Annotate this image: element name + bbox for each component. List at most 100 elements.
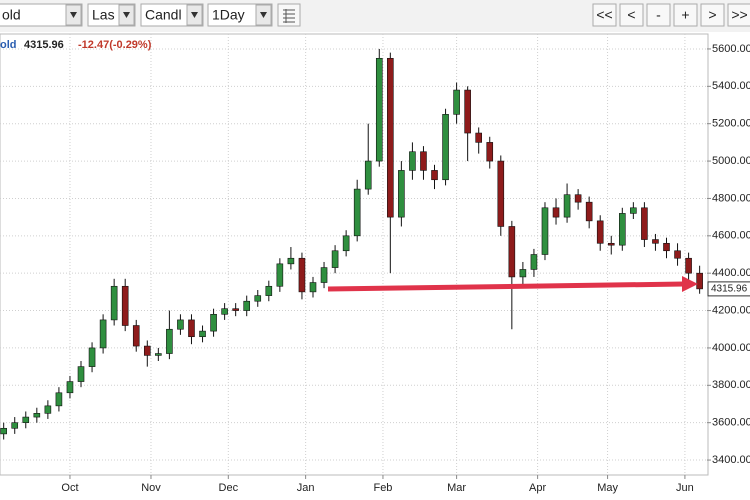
candle-body	[541, 207, 549, 255]
candle-body	[265, 285, 273, 296]
table-button[interactable]	[277, 3, 301, 27]
button-label: +	[681, 7, 689, 23]
last-price-box	[707, 281, 750, 297]
candle-body	[287, 257, 295, 265]
period-select[interactable]: 1Day	[207, 3, 273, 27]
candle-body	[596, 220, 604, 244]
last-price-label: 4315.96	[711, 284, 748, 295]
candle-body	[663, 242, 670, 252]
candle-body	[99, 319, 107, 349]
candle-body	[132, 325, 140, 347]
button-frame	[700, 3, 725, 27]
candle-body	[331, 250, 339, 268]
candle-body	[619, 213, 626, 246]
x-tick-label: Mar	[447, 482, 466, 494]
nav-button[interactable]: >>	[727, 3, 750, 27]
candle-body	[375, 57, 383, 162]
candle-body	[585, 201, 593, 222]
candle-body	[464, 89, 471, 134]
y-tick-label: 3400.00	[712, 454, 750, 466]
candle-body	[11, 422, 19, 429]
y-tick-label: 5600.00	[712, 43, 750, 55]
candle-body	[155, 353, 162, 356]
candle-body	[685, 257, 692, 274]
candle-body	[353, 188, 361, 237]
candle-body	[497, 160, 505, 227]
candle-body	[552, 207, 560, 218]
plot-area	[0, 33, 709, 476]
candle-body	[276, 263, 284, 287]
candle-body	[530, 254, 538, 270]
y-tick-label: 5400.00	[712, 80, 750, 92]
candle-body	[563, 194, 571, 218]
candle-body	[508, 226, 516, 278]
candle-body	[342, 235, 350, 252]
y-tick-label: 4200.00	[712, 304, 750, 316]
button-label: >>	[731, 7, 747, 23]
candle-body	[652, 239, 659, 244]
button-frame	[727, 3, 750, 27]
nav-button[interactable]: >	[700, 3, 725, 27]
nav-button[interactable]: <	[619, 3, 644, 27]
candle-body	[232, 308, 239, 311]
candle-body	[475, 132, 482, 143]
x-tick-label: Jan	[297, 482, 315, 494]
candle-body	[210, 313, 217, 332]
y-tick-label: 4400.00	[712, 267, 750, 279]
x-tick-label: Nov	[141, 482, 161, 494]
symbol-select[interactable]: old	[0, 3, 83, 27]
button-label: >	[708, 7, 716, 23]
candle-body	[630, 207, 637, 214]
nav-button[interactable]: +	[673, 3, 698, 27]
candle-body	[254, 295, 262, 302]
style-select[interactable]: Candl	[140, 3, 204, 27]
candle-body	[409, 151, 416, 171]
candle-body	[177, 319, 184, 330]
y-tick-label: 3600.00	[712, 417, 750, 429]
candle-body	[398, 170, 405, 218]
candle-body	[33, 413, 41, 418]
candle-body	[641, 207, 648, 240]
y-tick-label: 4800.00	[712, 192, 750, 204]
nav-button[interactable]: <<	[592, 3, 617, 27]
style-text: Candl	[145, 7, 182, 23]
period-text: 1Day	[212, 7, 245, 23]
legend-name: old	[0, 39, 17, 51]
y-tick-label: 4600.00	[712, 230, 750, 242]
field-text: Las	[92, 7, 115, 23]
y-tick-label: 5000.00	[712, 155, 750, 167]
symbol-text: old	[2, 7, 21, 23]
candle-body	[166, 328, 173, 354]
field-select[interactable]: Las	[87, 3, 136, 27]
button-label: <<	[596, 7, 612, 23]
candle-body	[453, 89, 460, 115]
x-tick-label: May	[597, 482, 618, 494]
candle-body	[519, 269, 527, 278]
candle-body	[55, 392, 63, 407]
candle-body	[486, 142, 494, 162]
button-frame	[646, 3, 671, 27]
x-tick-label: Feb	[373, 482, 392, 494]
candle-body	[243, 300, 251, 311]
x-tick-label: Dec	[219, 482, 239, 494]
nav-button[interactable]: -	[646, 3, 671, 27]
y-tick-label: 3800.00	[712, 379, 750, 391]
candle-body	[143, 345, 151, 356]
candle-body	[320, 267, 328, 283]
x-tick-label: Apr	[529, 482, 546, 494]
x-tick-label: Oct	[61, 482, 78, 494]
candle-body	[0, 427, 7, 435]
candle-body	[44, 405, 52, 414]
candle-body	[110, 285, 118, 321]
y-tick-label: 5200.00	[712, 118, 750, 130]
candle-body	[77, 366, 85, 382]
x-tick-label: Jun	[676, 482, 694, 494]
candle-body	[364, 160, 372, 190]
candle-body	[674, 250, 681, 259]
candle-body	[387, 57, 394, 218]
candle-body	[298, 257, 306, 293]
candle-body	[221, 308, 228, 315]
candle-body	[431, 170, 438, 181]
